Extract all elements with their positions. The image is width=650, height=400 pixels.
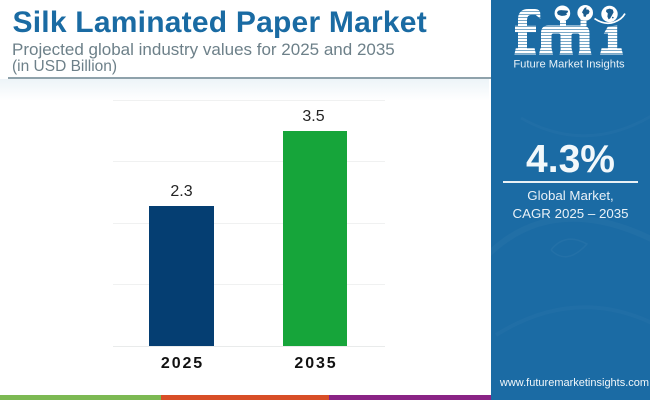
svg-text:Future Market Insights: Future Market Insights bbox=[513, 59, 625, 71]
